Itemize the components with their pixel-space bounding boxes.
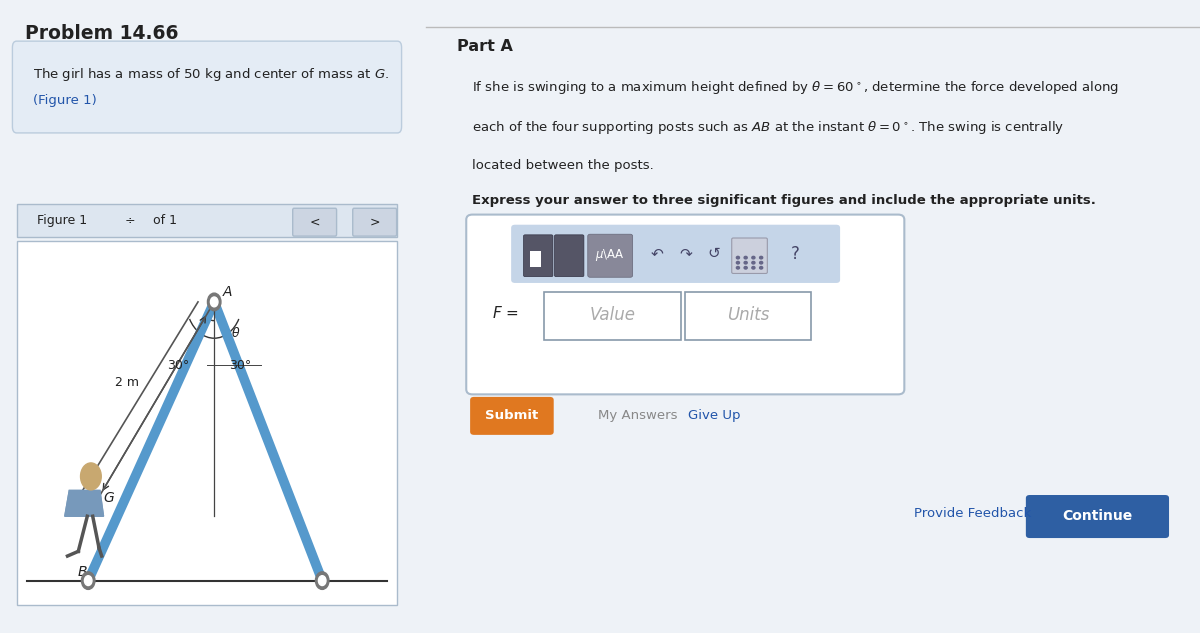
- Text: each of the four supporting posts such as $AB$ at the instant $\theta = 0^\circ$: each of the four supporting posts such a…: [473, 119, 1064, 136]
- FancyBboxPatch shape: [544, 292, 682, 340]
- Circle shape: [82, 572, 95, 589]
- Text: ↶: ↶: [650, 246, 664, 261]
- FancyBboxPatch shape: [529, 251, 540, 267]
- Text: (Figure 1): (Figure 1): [34, 94, 97, 107]
- Polygon shape: [65, 491, 103, 516]
- Polygon shape: [65, 491, 103, 516]
- Text: 30°: 30°: [229, 359, 251, 372]
- Text: Problem 14.66: Problem 14.66: [25, 24, 179, 43]
- Circle shape: [737, 256, 739, 259]
- Text: The girl has a mass of 50 kg and center of mass at $G$.: The girl has a mass of 50 kg and center …: [34, 66, 389, 84]
- Text: 2 m: 2 m: [115, 376, 139, 389]
- Circle shape: [84, 575, 92, 586]
- Text: Units: Units: [727, 306, 769, 324]
- Text: of 1: of 1: [154, 215, 178, 227]
- FancyBboxPatch shape: [511, 225, 840, 283]
- FancyBboxPatch shape: [470, 397, 553, 435]
- FancyBboxPatch shape: [353, 208, 397, 236]
- FancyBboxPatch shape: [554, 235, 584, 277]
- Text: ?: ?: [791, 245, 799, 263]
- Text: Give Up: Give Up: [688, 409, 740, 422]
- FancyBboxPatch shape: [17, 241, 397, 605]
- Circle shape: [760, 256, 763, 259]
- FancyBboxPatch shape: [1026, 495, 1169, 538]
- Text: If she is swinging to a maximum height defined by $\theta = 60^\circ$, determine: If she is swinging to a maximum height d…: [473, 79, 1120, 96]
- Circle shape: [744, 266, 748, 269]
- Text: Submit: Submit: [485, 409, 539, 422]
- Text: Value: Value: [589, 306, 636, 324]
- Circle shape: [752, 266, 755, 269]
- Text: >: >: [370, 216, 380, 229]
- FancyBboxPatch shape: [588, 234, 632, 277]
- Text: <: <: [310, 216, 320, 229]
- Circle shape: [760, 261, 763, 264]
- Text: Express your answer to three significant figures and include the appropriate uni: Express your answer to three significant…: [473, 194, 1097, 208]
- FancyBboxPatch shape: [17, 204, 397, 237]
- Text: $\mu$\AA: $\mu$\AA: [595, 247, 625, 263]
- Circle shape: [80, 463, 101, 490]
- Text: Figure 1: Figure 1: [37, 215, 88, 227]
- Circle shape: [316, 572, 329, 589]
- Text: ↷: ↷: [679, 246, 691, 261]
- Circle shape: [210, 297, 218, 307]
- Circle shape: [760, 266, 763, 269]
- FancyBboxPatch shape: [467, 215, 905, 394]
- Text: G: G: [103, 491, 114, 505]
- Circle shape: [752, 261, 755, 264]
- Circle shape: [318, 575, 326, 586]
- Text: located between the posts.: located between the posts.: [473, 159, 654, 172]
- Text: B: B: [77, 565, 86, 579]
- Text: My Answers: My Answers: [598, 409, 677, 422]
- Circle shape: [737, 266, 739, 269]
- FancyBboxPatch shape: [523, 235, 553, 277]
- Text: ÷: ÷: [124, 215, 134, 227]
- Text: 30°: 30°: [168, 359, 190, 372]
- Text: A: A: [222, 285, 232, 299]
- FancyBboxPatch shape: [12, 41, 402, 133]
- Text: Continue: Continue: [1062, 509, 1132, 523]
- Circle shape: [744, 256, 748, 259]
- Circle shape: [752, 256, 755, 259]
- Text: ↺: ↺: [708, 246, 720, 261]
- FancyBboxPatch shape: [685, 292, 811, 340]
- Text: Provide Feedback: Provide Feedback: [913, 508, 1031, 520]
- Text: Part A: Part A: [457, 39, 512, 54]
- FancyBboxPatch shape: [732, 238, 767, 273]
- Text: θ: θ: [232, 327, 239, 340]
- Text: $F$ =: $F$ =: [492, 305, 518, 322]
- FancyBboxPatch shape: [293, 208, 336, 236]
- Circle shape: [744, 261, 748, 264]
- Circle shape: [208, 293, 221, 311]
- Circle shape: [737, 261, 739, 264]
